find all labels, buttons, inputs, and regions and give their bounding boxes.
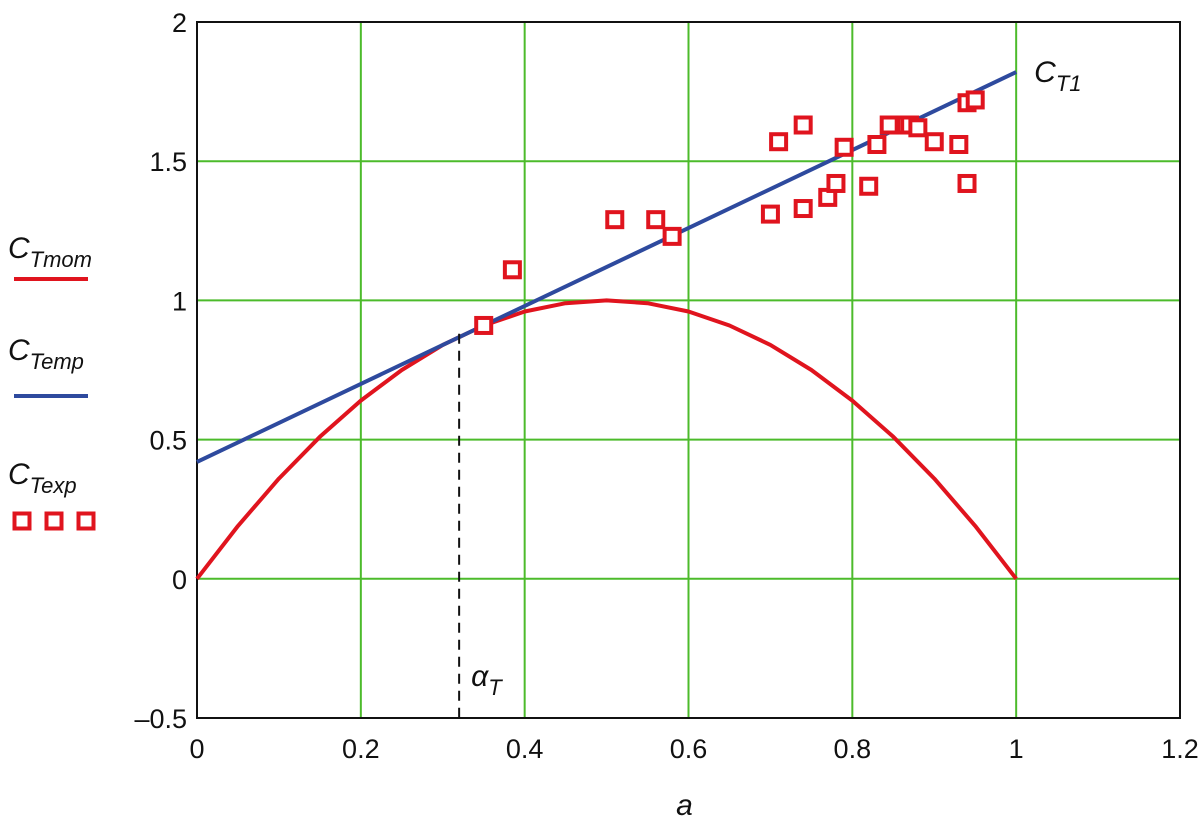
alpha-t-label: αT xyxy=(471,660,503,700)
x-tick-label: 0.8 xyxy=(834,734,872,764)
data-point xyxy=(662,226,682,246)
data-point xyxy=(605,210,625,230)
y-tick-label: 0 xyxy=(172,565,187,595)
x-tick-label: 1 xyxy=(1009,734,1024,764)
y-tick-label: 2 xyxy=(172,8,187,38)
y-tick-label: 1 xyxy=(172,286,187,316)
data-point xyxy=(924,132,944,152)
data-point xyxy=(502,260,522,280)
legend-label-texp: CTexp xyxy=(8,458,77,498)
data-point xyxy=(965,90,985,110)
legend-label-temp: CTemp xyxy=(8,334,84,374)
ct1-line-label: CT1 xyxy=(1034,56,1081,96)
y-tick-label: 0.5 xyxy=(149,426,187,456)
data-point xyxy=(646,210,666,230)
data-point xyxy=(834,137,854,157)
x-tick-label: 0 xyxy=(189,734,204,764)
legend-marker-texp xyxy=(12,511,32,531)
tick-labels: 0 0.2 0.4 0.6 0.8 1 1.2–0.500.511.52 xyxy=(134,8,1198,764)
legend-marker-texp xyxy=(44,511,64,531)
legend-marker-texp xyxy=(76,511,96,531)
legend: CTmom CTemp CTexp xyxy=(8,232,96,531)
data-point xyxy=(760,204,780,224)
data-point xyxy=(826,173,846,193)
legend-label-tmom: CTmom xyxy=(8,232,92,272)
x-tick-label: 1.2 xyxy=(1161,734,1199,764)
data-point xyxy=(867,134,887,154)
data-point xyxy=(859,176,879,196)
data-point xyxy=(957,173,977,193)
series-line-tmom xyxy=(195,298,1018,581)
y-tick-label: 1.5 xyxy=(149,147,187,177)
grid-lines xyxy=(197,22,1180,718)
x-tick-label: 0.2 xyxy=(342,734,380,764)
data-point xyxy=(949,134,969,154)
axis-and-series-labels: a CT1 αT xyxy=(471,56,1081,822)
plot-series xyxy=(195,70,1018,718)
axes xyxy=(196,21,1181,719)
data-point xyxy=(793,115,813,135)
data-point xyxy=(474,315,494,335)
plot-frame xyxy=(196,21,1181,719)
x-tick-label: 0.6 xyxy=(670,734,708,764)
y-tick-label: –0.5 xyxy=(134,704,187,734)
data-point xyxy=(793,199,813,219)
data-point xyxy=(769,132,789,152)
data-point xyxy=(908,118,928,138)
x-axis-label: a xyxy=(676,789,693,822)
data-point xyxy=(879,115,899,135)
x-tick-label: 0.4 xyxy=(506,734,544,764)
